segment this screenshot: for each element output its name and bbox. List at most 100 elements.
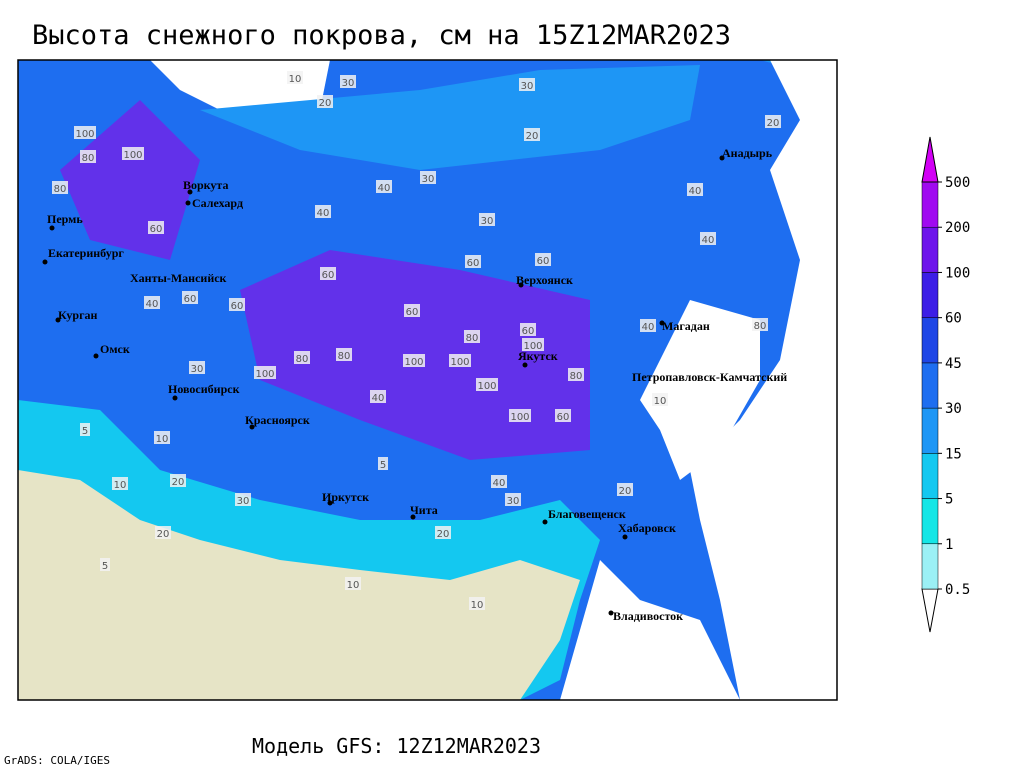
contour-label-box [524,128,540,141]
contour-label-box [340,75,356,88]
city-label: Якутск [518,349,558,363]
contour-label: 100 [255,369,274,380]
contour-label-box [189,361,205,374]
title: Высота снежного покрова, см на 15Z12MAR2… [32,20,731,51]
contour-label: 5 [82,426,88,437]
contour-label-box [404,304,420,317]
colorbar-label: 100 [945,265,970,281]
contour-label: 80 [754,321,767,332]
sea-of-japan [560,560,740,700]
contour-label-box [687,183,703,196]
contour-label: 40 [642,322,655,333]
city-dot [522,362,528,368]
city-dot [542,519,548,525]
contour-label-box [287,71,303,84]
city-dot [49,225,55,231]
contour-label-box [155,526,171,539]
contour-label-box [640,319,656,332]
contour-label: 60 [150,224,163,235]
contour-label-box [294,351,310,364]
contour-label: 30 [521,81,534,92]
city-label: Воркута [183,178,228,192]
contour-label-box [317,95,333,108]
contour-label: 10 [156,434,169,445]
contour-label: 30 [507,496,520,507]
contour-label: 100 [510,412,529,423]
contour-label-box [469,597,485,610]
city-dot [518,282,524,288]
contour-label-box [464,330,480,343]
contour-label-box [617,483,633,496]
contour-label-box [509,409,531,422]
pacific [690,60,837,700]
contour-label-box [235,493,251,506]
contour-label: 30 [191,364,204,375]
contour-label: 80 [570,371,583,382]
contour-label: 100 [123,150,142,161]
contour-label-box [568,368,584,381]
city-label: Благовещенск [548,507,626,521]
colorbar-label: 1 [945,537,953,553]
colorbar-label: 200 [945,220,970,236]
colorbar-box [921,362,939,409]
contour-label-box [80,423,90,436]
city-dot [410,514,416,520]
colorbar-label: 15 [945,446,962,462]
contour-label: 20 [437,529,450,540]
contour-label-box [435,526,451,539]
contour-label: 80 [82,153,95,164]
contour-label: 30 [342,78,355,89]
contour-label: 40 [378,183,391,194]
contour-label-box [254,366,276,379]
contour-label-box [420,171,436,184]
colorbar-label: 500 [945,175,970,191]
city-dot [622,534,628,540]
city-label: Новосибирск [168,382,240,396]
contour-label: 30 [422,174,435,185]
contour-label: 80 [338,351,351,362]
contour-label-box [320,267,336,280]
contour-label: 40 [493,478,506,489]
contour-label-box [52,181,68,194]
colorbar-box [921,272,939,318]
contour-label-box [535,253,551,266]
contour-label-box [449,354,471,367]
city-label: Магадан [662,319,710,333]
colorbar-box [921,453,939,499]
colorbar-box [921,407,939,454]
contour-label-box [378,457,388,470]
contour-label: 40 [372,393,385,404]
contour-label: 10 [471,600,484,611]
contour-label: 60 [322,270,335,281]
colorbar-label: 60 [945,311,962,327]
city-label: Чита [410,503,438,517]
contour-label-box [403,354,425,367]
contour-label-box [182,291,198,304]
contour-label-box [522,338,544,351]
colorbar-label: 30 [945,401,962,417]
contour-label: 40 [317,208,330,219]
city-label: Ханты-Мансийск [130,271,227,285]
contour-label: 30 [237,496,250,507]
contour-label-box [479,213,495,226]
contour-label-box [100,558,110,571]
colorbar-box [921,543,939,590]
contour-label-box [148,221,164,234]
city-dot [93,353,99,359]
city-dot [719,155,725,161]
contour-label-box [752,318,768,331]
contour-label: 10 [654,396,667,407]
city-label: Владивосток [613,609,683,623]
contour-label: 80 [296,354,309,365]
contour-label-box [80,150,96,163]
contour-label-box [315,205,331,218]
contour-label: 20 [526,131,539,142]
contour-label: 100 [75,129,94,140]
colorbar-box [921,181,939,228]
subtitle: Модель GFS: 12Z12MAR2023 [252,734,541,758]
contour-label: 100 [450,357,469,368]
contour-label-box [700,232,716,245]
